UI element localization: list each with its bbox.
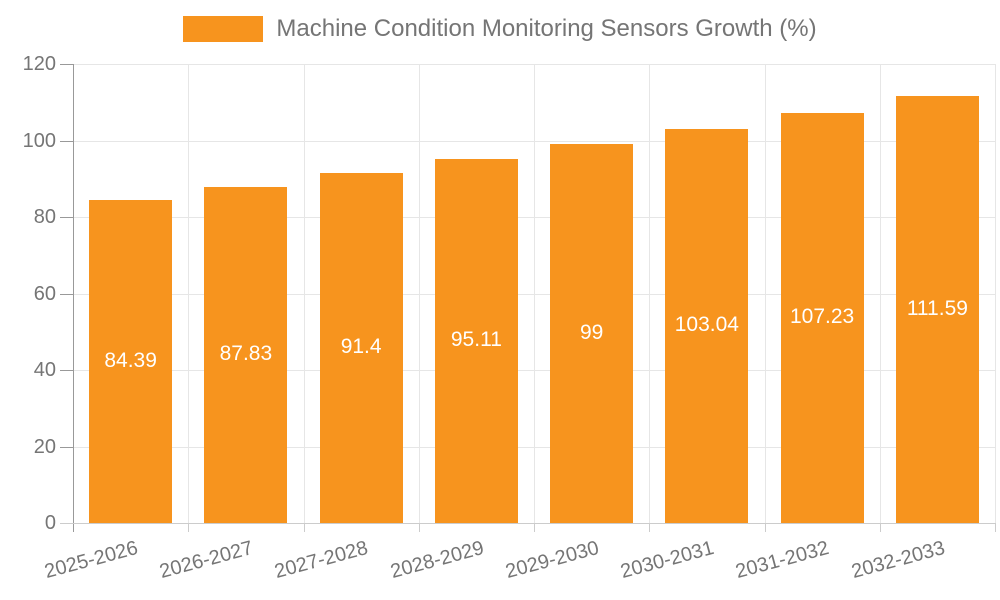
- x-axis-tick: [879, 523, 881, 532]
- bar-value-label: 107.23: [790, 304, 855, 328]
- y-axis-tick: [60, 217, 73, 218]
- gridline-vertical: [188, 64, 190, 523]
- legend-item[interactable]: Machine Condition Monitoring Sensors Gro…: [0, 15, 1000, 43]
- x-axis-tick-label: 2027-2028: [272, 537, 371, 584]
- y-axis-tick: [60, 64, 73, 65]
- x-axis-tick-label: 2030-2031: [618, 537, 717, 584]
- bar-value-label: 99: [579, 320, 604, 344]
- bar[interactable]: 99: [550, 144, 634, 523]
- x-axis-tick-label: 2031-2032: [733, 537, 832, 584]
- bar-value-label: 95.11: [450, 328, 502, 352]
- x-axis-tick: [188, 523, 190, 532]
- x-axis-tick-label: 2029-2030: [503, 537, 602, 584]
- y-axis-tick-label: 100: [22, 129, 56, 152]
- y-axis-tick-label: 0: [44, 512, 56, 534]
- bar-value-label: 84.39: [104, 348, 157, 372]
- legend-label: Machine Condition Monitoring Sensors Gro…: [276, 15, 817, 42]
- bar-value-label: 111.59: [906, 296, 968, 320]
- bar[interactable]: 87.83: [204, 187, 288, 523]
- bar[interactable]: 103.04: [665, 128, 749, 523]
- y-axis-line: [73, 64, 74, 532]
- bar-value-label: 87.83: [219, 342, 273, 366]
- gridline-vertical: [879, 64, 881, 523]
- gridline-vertical: [534, 64, 535, 523]
- bar[interactable]: 95.11: [434, 159, 518, 523]
- x-axis-tick-label: 2026-2027: [157, 537, 256, 584]
- gridline-vertical: [995, 64, 996, 523]
- x-axis-tick: [534, 523, 535, 532]
- gridline-vertical: [418, 64, 420, 523]
- y-axis-tick-label: 20: [33, 435, 56, 458]
- x-axis-line: [60, 523, 995, 524]
- gridline-vertical: [649, 64, 651, 523]
- x-axis-tick-label: 2032-2033: [848, 537, 948, 584]
- bar-value-label: 91.4: [340, 335, 382, 359]
- y-axis-tick: [60, 370, 73, 371]
- y-axis-tick-label: 60: [33, 282, 56, 305]
- gridline-vertical: [764, 64, 766, 523]
- x-axis-tick-label: 2028-2029: [387, 537, 487, 584]
- x-axis-tick-label: 2025-2026: [42, 537, 141, 584]
- y-axis-tick: [60, 446, 73, 448]
- y-axis-tick-label: 80: [33, 206, 56, 228]
- bar[interactable]: 111.59: [895, 96, 979, 523]
- bar[interactable]: 91.4: [319, 173, 403, 523]
- x-axis-tick: [303, 523, 305, 532]
- legend-swatch: [183, 16, 264, 42]
- bar-value-label: 103.04: [674, 312, 739, 336]
- x-axis-tick: [995, 523, 996, 532]
- x-axis-tick: [418, 523, 420, 532]
- x-axis-tick: [764, 523, 766, 532]
- y-axis-tick: [60, 293, 73, 295]
- x-axis-tick: [649, 523, 651, 532]
- bar[interactable]: 84.39: [89, 200, 173, 523]
- gridline-vertical: [303, 64, 305, 523]
- bar[interactable]: 107.23: [780, 112, 864, 523]
- y-axis-tick-label: 40: [33, 359, 56, 381]
- y-axis-tick: [60, 140, 73, 142]
- y-axis-tick-label: 120: [22, 53, 56, 75]
